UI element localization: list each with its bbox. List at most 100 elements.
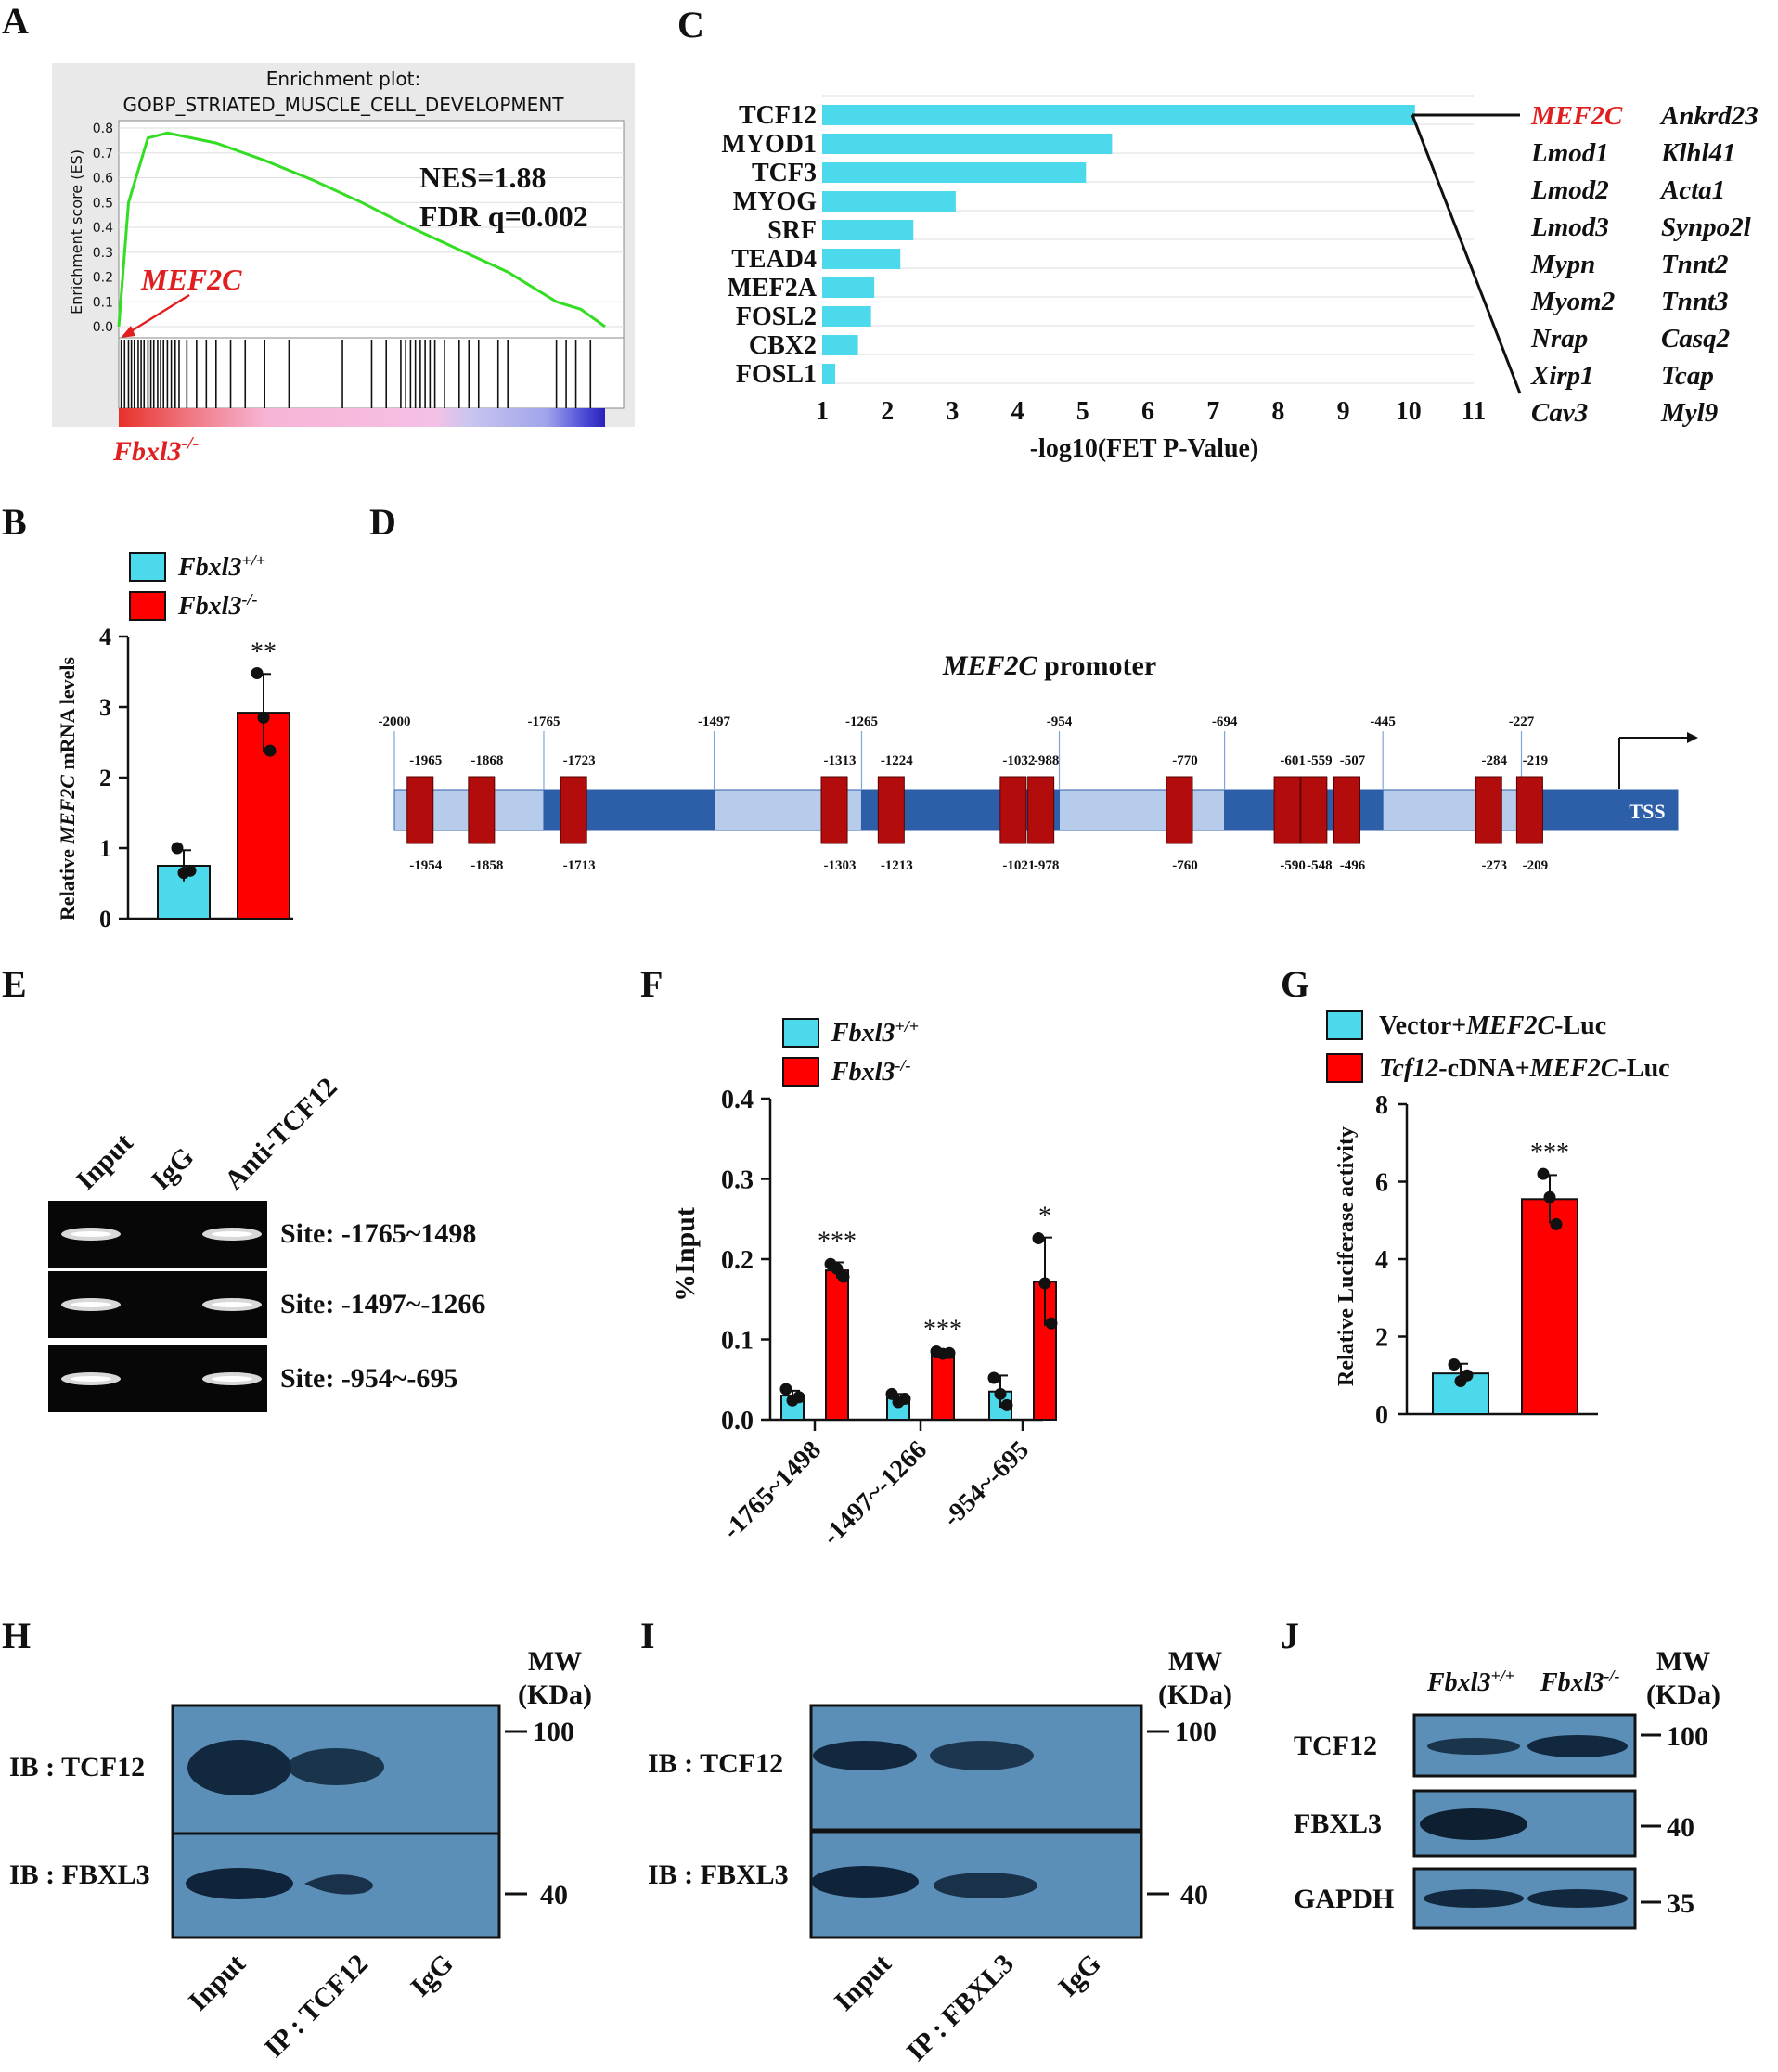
h-lane-label: Input — [183, 1949, 251, 2017]
f-legend-sup: +/+ — [895, 1017, 919, 1036]
j-mw: MW — [1656, 1646, 1710, 1677]
gsea-title-line2: GOBP_STRIATED_MUSCLE_CELL_DEVELOPMENT — [123, 94, 565, 116]
d-binding-site — [999, 776, 1027, 844]
d-tss-arrow-head — [1687, 732, 1698, 743]
b-bars: ** — [157, 638, 290, 920]
d-site-bottom-label: -590 — [1280, 858, 1306, 873]
d-site-bottom-label: -1021 — [1002, 858, 1035, 873]
c-bar-cbx2 — [822, 335, 858, 355]
f-y-tick-label: 0.3 — [721, 1166, 754, 1195]
c-x-tick-label: 6 — [1141, 397, 1154, 426]
d-boundary-label: -954 — [1047, 714, 1073, 729]
i-band-fbxl3-input — [811, 1866, 919, 1898]
h-lane-labels: Input IP : TCF12 IgG — [183, 1949, 459, 2064]
b-significance: ** — [251, 638, 277, 667]
g-point — [1461, 1369, 1474, 1382]
d-binding-site — [1475, 776, 1502, 844]
d-site-bottom-label: -1954 — [409, 858, 442, 873]
f-point — [1032, 1232, 1045, 1245]
panel-letter-b: B — [2, 501, 27, 543]
g-y-tick-label: 0 — [1375, 1401, 1388, 1430]
c-bar-myod1 — [822, 134, 1113, 154]
g-point — [1543, 1190, 1556, 1203]
c-target-gene: Nrap — [1530, 324, 1588, 354]
f-point — [987, 1371, 1000, 1384]
gsea-y-tick-label: 0.0 — [93, 320, 113, 335]
d-site-top-label: -219 — [1523, 753, 1549, 768]
gsea-gene-arrow-line — [127, 293, 190, 335]
b-y-tick-label: 3 — [99, 694, 111, 721]
d-site-top-label: -1868 — [470, 753, 503, 768]
d-site-top-label: -1224 — [881, 753, 913, 768]
c-x-tick-label: 11 — [1462, 397, 1486, 426]
f-point — [831, 1262, 844, 1275]
c-target-gene: Cav3 — [1531, 398, 1588, 428]
j-mw-label: 35 — [1667, 1888, 1694, 1919]
gsea-gene-arrow-head — [121, 326, 135, 338]
c-bar-fosl2 — [822, 306, 871, 327]
g-y-tick-label: 8 — [1375, 1091, 1388, 1120]
c-x-ticks: 1 2 3 4 5 6 7 8 9 10 11 — [816, 397, 1486, 426]
j-band-tcf12-ko — [1527, 1735, 1628, 1757]
c-bar-fosl1 — [822, 364, 836, 384]
d-site-bottom-label: -548 — [1307, 858, 1333, 873]
c-bars — [822, 105, 1415, 384]
d-site-bottom-label: -1713 — [563, 858, 596, 873]
c-x-tick-label: 7 — [1206, 397, 1219, 426]
f-point — [779, 1383, 792, 1396]
e-band-anti-core — [212, 1302, 252, 1307]
g-axis: 0 2 4 6 8 — [1375, 1091, 1598, 1430]
h-ib-tcf12: IB : TCF12 — [9, 1752, 145, 1782]
gsea-y-tick-label: 0.2 — [93, 271, 113, 286]
panel-letter-f: F — [640, 963, 663, 1005]
d-binding-site — [1027, 776, 1055, 844]
panel-letter-j: J — [1281, 1615, 1299, 1656]
i-kda: (KDa) — [1158, 1679, 1232, 1710]
i-lane-labels: Input IP : FBXL3 IgG — [829, 1949, 1107, 2067]
b-point — [251, 667, 264, 680]
f-point — [1038, 1277, 1051, 1290]
b-y-label: Relative MEF2C mRNA levels — [56, 656, 79, 920]
i-band-tcf12-input — [813, 1741, 917, 1770]
f-legend-sup: -/- — [895, 1056, 910, 1075]
b-legend-name: Fbxl3 — [177, 553, 241, 582]
h-band-tcf12-input — [187, 1740, 291, 1795]
e-band-input-core — [71, 1231, 111, 1237]
c-category-fosl2: FOSL2 — [736, 302, 817, 331]
f-significance: *** — [923, 1316, 962, 1345]
d-site-top-label: -284 — [1481, 753, 1507, 768]
d-site-top-label: -988 — [1034, 753, 1060, 768]
i-band-fbxl3-ip — [934, 1873, 1037, 1898]
c-x-tick-label: 1 — [816, 397, 829, 426]
e-gel-strips: Site: -1765~1498 Site: -1497~-1266 Site: -… — [48, 1201, 485, 1412]
c-target-gene: Tnnt2 — [1661, 250, 1729, 279]
f-y-tick-label: 0.0 — [721, 1407, 754, 1435]
gsea-y-tick-label: 0.3 — [93, 246, 113, 261]
g-point — [1448, 1358, 1461, 1371]
d-site-top-label: -601 — [1280, 753, 1306, 768]
c-x-tick-label: 3 — [946, 397, 959, 426]
c-category-srf: SRF — [767, 216, 817, 245]
panel-letter-g: G — [1281, 963, 1309, 1005]
d-binding-site — [1166, 776, 1193, 844]
c-bar-tead4 — [822, 249, 901, 269]
f-point — [898, 1393, 911, 1406]
f-y-tick-label: 0.1 — [721, 1327, 754, 1356]
c-target-gene: Lmod1 — [1530, 138, 1609, 168]
j-mw-label: 40 — [1667, 1812, 1694, 1843]
e-lane-label: Input — [71, 1127, 139, 1196]
f-legend-swatch — [782, 1057, 819, 1087]
h-kda: (KDa) — [518, 1679, 592, 1710]
g-bar — [1521, 1198, 1578, 1415]
b-legend-sup: -/- — [241, 590, 257, 609]
f-x-tick-label: -954~-695 — [937, 1435, 1035, 1533]
c-x-tick-label: 8 — [1271, 397, 1284, 426]
gsea-y-tick-label: 0.8 — [93, 122, 113, 136]
i-mw-100: 100 — [1175, 1717, 1217, 1747]
g-legend-swatch-vector — [1326, 1010, 1363, 1040]
c-category-tead4: TEAD4 — [731, 245, 817, 274]
panel-letter-e: E — [2, 963, 27, 1005]
panel-letters: A C B D E F G H I J — [2, 0, 1309, 1656]
panel-c: TCF12MYOD1TCF3MYOGSRFTEAD4MEF2AFOSL2CBX2… — [721, 95, 1759, 463]
d-site-bottom-label: -496 — [1340, 858, 1366, 873]
